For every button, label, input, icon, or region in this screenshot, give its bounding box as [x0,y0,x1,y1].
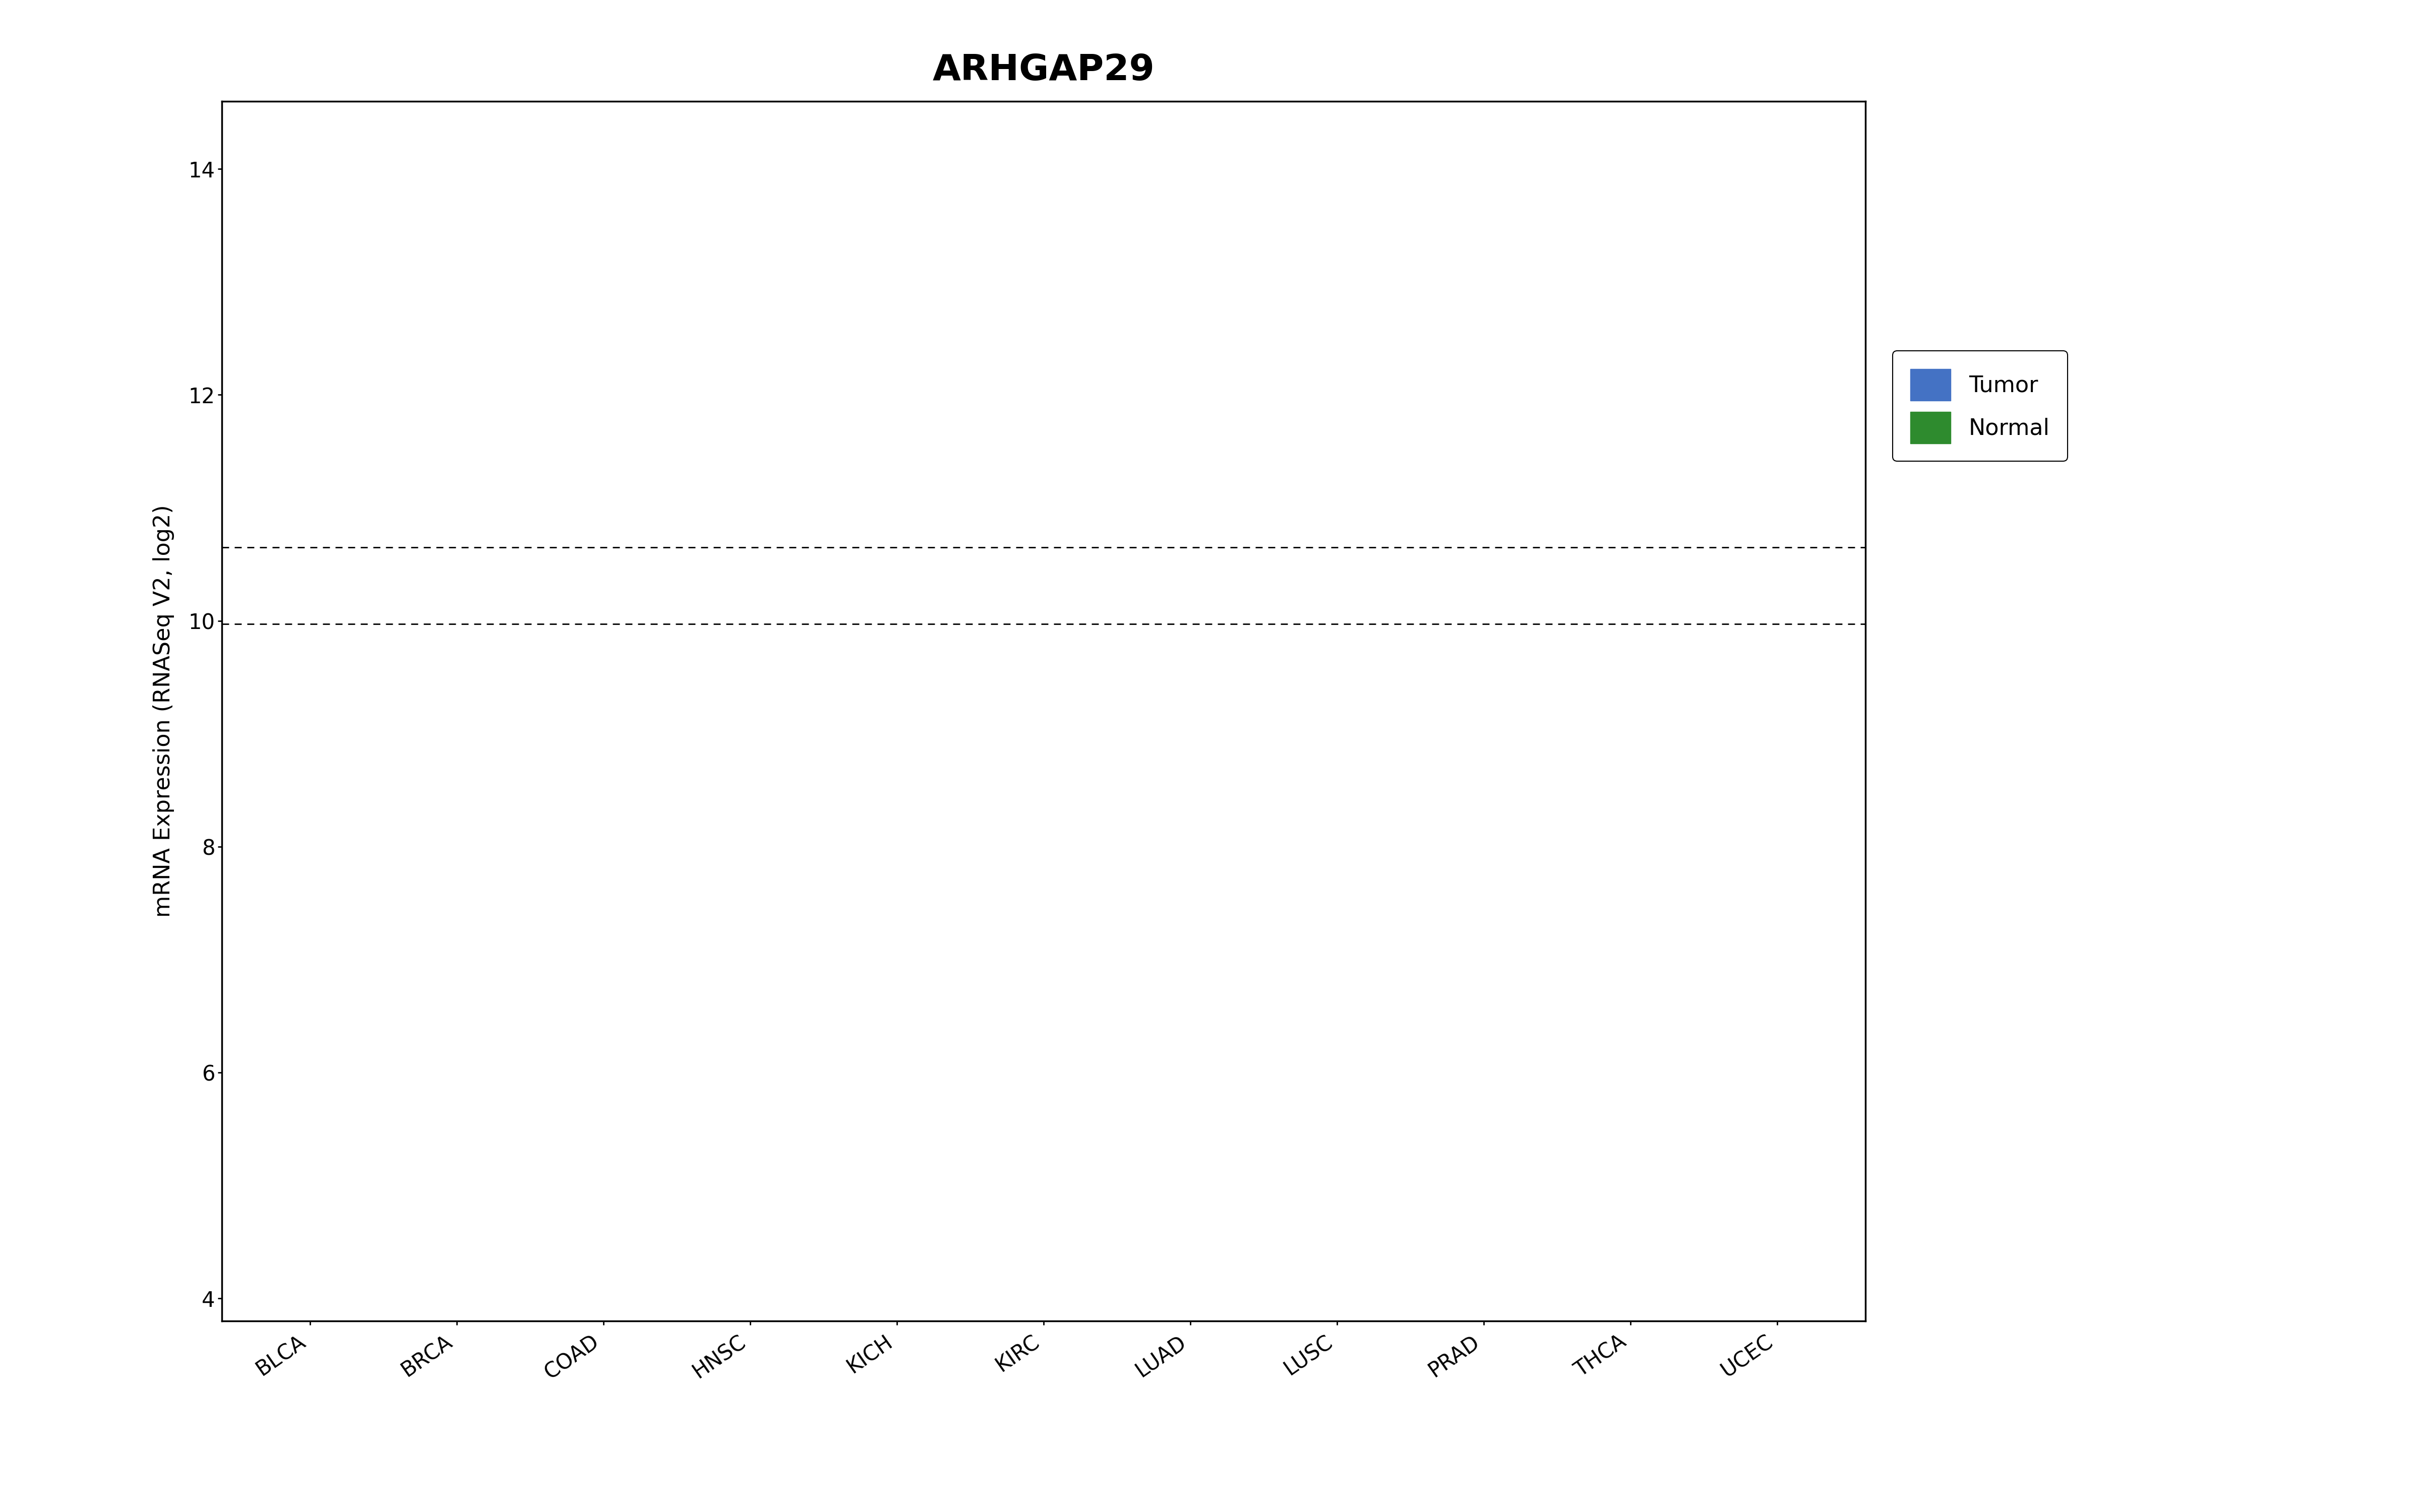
Legend: Tumor, Normal: Tumor, Normal [1892,351,2067,461]
Title: ARHGAP29: ARHGAP29 [932,53,1154,88]
Y-axis label: mRNA Expression (RNASeq V2, log2): mRNA Expression (RNASeq V2, log2) [152,505,174,918]
